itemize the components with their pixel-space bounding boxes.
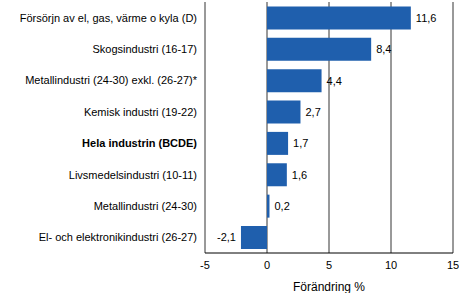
- svg-text:Metallindustri (24-30): Metallindustri (24-30): [94, 200, 197, 212]
- svg-text:Metallindustri (24-30) exkl. (: Metallindustri (24-30) exkl. (26-27)*: [25, 74, 198, 86]
- svg-text:El- och elektronikindustri (26: El- och elektronikindustri (26-27): [39, 231, 197, 243]
- svg-text:5: 5: [326, 259, 332, 271]
- svg-text:Livsmedelsindustri (10-11): Livsmedelsindustri (10-11): [69, 169, 197, 181]
- svg-text:2,7: 2,7: [305, 106, 320, 118]
- svg-text:4,4: 4,4: [327, 75, 342, 87]
- svg-text:11,6: 11,6: [416, 12, 437, 24]
- svg-text:Försörjn av el, gas, värme o k: Försörjn av el, gas, värme o kyla (D): [20, 12, 197, 24]
- svg-text:Kemisk industri (19-22): Kemisk industri (19-22): [84, 106, 197, 118]
- svg-text:1,7: 1,7: [293, 137, 308, 149]
- svg-text:-5: -5: [200, 259, 210, 271]
- svg-text:Förändring %: Förändring %: [293, 280, 365, 293]
- svg-text:8,4: 8,4: [376, 43, 391, 55]
- svg-text:0: 0: [264, 259, 270, 271]
- svg-text:Hela industrin (BCDE): Hela industrin (BCDE): [82, 137, 197, 149]
- svg-text:15: 15: [447, 259, 451, 271]
- svg-text:Skogsindustri (16-17): Skogsindustri (16-17): [92, 43, 197, 55]
- svg-text:-2,1: -2,1: [217, 231, 236, 243]
- svg-text:1,6: 1,6: [292, 169, 307, 181]
- svg-text:10: 10: [385, 259, 397, 271]
- svg-text:0,2: 0,2: [274, 200, 289, 212]
